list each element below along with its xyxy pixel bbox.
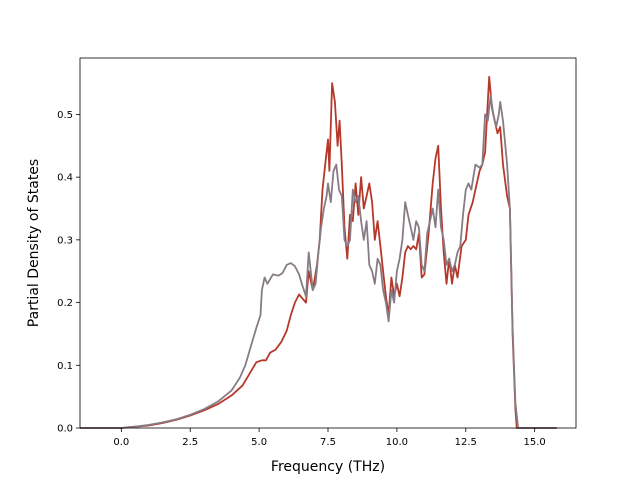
y-tick-label: 0.5 <box>57 110 73 121</box>
y-tick-label: 0.0 <box>57 424 73 435</box>
x-tick-label: 10.0 <box>386 437 408 448</box>
y-tick-label: 0.2 <box>57 298 73 309</box>
x-tick-label: 7.5 <box>320 437 336 448</box>
y-tick-label: 0.4 <box>57 173 73 184</box>
series-line-2 <box>80 94 557 429</box>
x-axis-title: Frequency (THz) <box>271 459 385 475</box>
y-tick-label: 0.3 <box>57 235 73 246</box>
plot-area <box>80 75 557 429</box>
x-tick-label: 5.0 <box>251 437 267 448</box>
series-line-1 <box>80 75 557 429</box>
x-tick-label: 2.5 <box>182 437 198 448</box>
y-axis-title: Partial Density of States <box>26 159 42 327</box>
x-tick-label: 0.0 <box>113 437 129 448</box>
y-tick-label: 0.1 <box>57 361 73 372</box>
x-tick-label: 15.0 <box>524 437 546 448</box>
x-axis: 0.0 2.5 5.0 7.5 10.0 12.5 15.0 <box>113 428 546 448</box>
x-tick-label: 12.5 <box>455 437 477 448</box>
y-axis: 0.0 0.1 0.2 0.3 0.4 0.5 <box>57 110 80 435</box>
